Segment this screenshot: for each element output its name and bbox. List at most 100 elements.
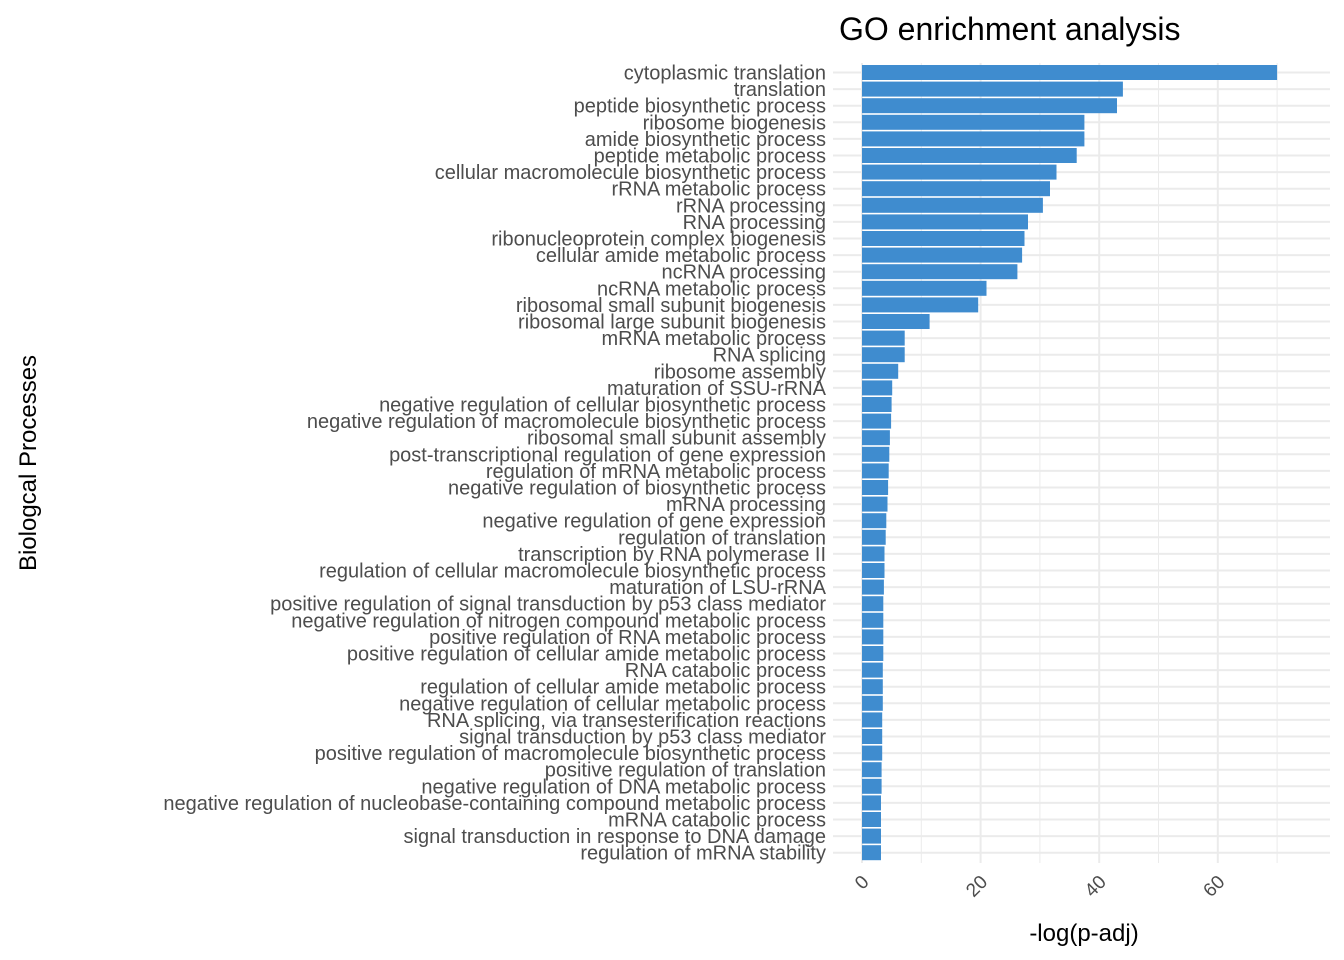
category-label: positive regulation of RNA metabolic pro… [429,627,826,649]
bar [862,579,884,595]
bar [862,828,881,844]
category-label: negative regulation of cellular biosynth… [379,395,826,417]
bar [862,347,905,363]
bar [862,529,886,545]
bar [862,745,883,761]
bar [862,762,882,778]
bar [862,264,1018,280]
bar [862,214,1028,230]
category-labels: cytoplasmic translationtranslationpeptid… [163,63,826,865]
bar [862,247,1023,263]
bar [862,662,883,678]
category-label: cytoplasmic translation [624,63,826,85]
bar [862,546,885,562]
bar [862,181,1050,197]
chart-title: GO enrichment analysis [839,11,1180,47]
bar [862,513,887,529]
category-label: signal transduction by p53 class mediato… [459,727,826,749]
category-label: RNA processing [683,212,826,234]
bar [862,197,1043,213]
bar [862,231,1025,246]
category-label: regulation of mRNA stability [580,843,826,865]
x-axis-title: -log(p-adj) [1029,920,1138,947]
bar [862,164,1057,180]
bar [862,679,883,695]
category-label: peptide metabolic process [594,146,826,168]
category-label: mRNA processing [666,494,826,516]
category-label: positive regulation of signal transducti… [270,594,826,616]
category-label: mRNA metabolic process [601,328,826,350]
category-label: positive regulation of macromolecule bio… [315,743,826,765]
category-label: cellular macromolecule biosynthetic proc… [435,162,826,184]
category-label: RNA catabolic process [625,660,826,682]
bar [862,81,1123,97]
category-label: ribosomal large subunit biogenesis [518,312,826,334]
category-label: RNA splicing [713,345,826,367]
bar [862,114,1085,130]
x-tick-labels: 0 20 40 60 [851,872,1229,902]
bar [862,314,930,329]
category-label: peptide biosynthetic process [574,96,826,118]
bar [862,131,1085,147]
category-label: RNA splicing, via transesterification re… [427,710,826,732]
bar [862,646,884,661]
bar [862,845,881,861]
category-label: amide biosynthetic process [585,129,826,151]
category-label: maturation of SSU-rRNA [607,378,827,400]
category-label: ribosomal small subunit biogenesis [516,295,826,317]
bar [862,280,987,296]
category-label: rRNA processing [676,195,826,217]
category-label: cellular amide metabolic process [536,245,826,267]
category-label: ncRNA metabolic process [597,278,826,300]
y-axis-title: Biologcal Processes [15,355,42,571]
category-label: ribosome assembly [654,361,826,383]
bar [862,380,893,396]
category-label: post-transcriptional regulation of gene … [389,444,826,466]
category-label: translation [734,79,826,101]
bar [862,612,884,628]
category-label: negative regulation of macromolecule bio… [307,411,826,433]
category-label: ncRNA processing [661,262,826,284]
category-label: regulation of cellular macromolecule bio… [319,561,826,583]
bar [862,778,882,794]
x-tick-label: 60 [1200,872,1230,902]
bar [862,812,881,827]
category-label: rRNA metabolic process [611,179,826,201]
category-label: maturation of LSU-rRNA [609,577,826,599]
category-label: negative regulation of nucleobase-contai… [163,793,826,815]
bar [862,363,899,379]
category-label: positive regulation of translation [545,760,826,782]
bar [862,413,892,429]
bar [862,297,979,313]
category-label: ribonucleoprotein complex biogenesis [491,229,826,251]
x-tick-label: 40 [1081,872,1111,902]
bar [862,596,884,612]
category-label: negative regulation of biosynthetic proc… [448,478,826,500]
bar [862,446,890,462]
x-tick-label: 20 [962,872,992,902]
category-label: negative regulation of gene expression [482,511,826,533]
category-label: regulation of cellular amide metabolic p… [420,677,826,699]
category-label: negative regulation of cellular metaboli… [399,693,826,715]
category-label: signal transduction in response to DNA d… [404,826,826,848]
bars-layer [862,65,1278,861]
category-label: negative regulation of nitrogen compound… [291,610,826,632]
bar [862,430,890,446]
category-label: transcription by RNA polymerase II [518,544,826,566]
bar [862,729,883,744]
bar [862,563,885,578]
category-label: mRNA catabolic process [608,810,826,832]
category-label: regulation of mRNA metabolic process [486,461,826,483]
bar [862,330,905,346]
category-label: regulation of translation [618,527,826,549]
bar [862,795,881,811]
category-label: negative regulation of DNA metabolic pro… [421,776,826,798]
bar [862,65,1278,80]
bar [862,480,889,495]
bar [862,629,884,645]
bar [862,695,883,711]
category-label: positive regulation of cellular amide me… [347,644,826,666]
x-tick-label: 0 [851,872,873,894]
category-label: ribosome biogenesis [643,112,826,134]
